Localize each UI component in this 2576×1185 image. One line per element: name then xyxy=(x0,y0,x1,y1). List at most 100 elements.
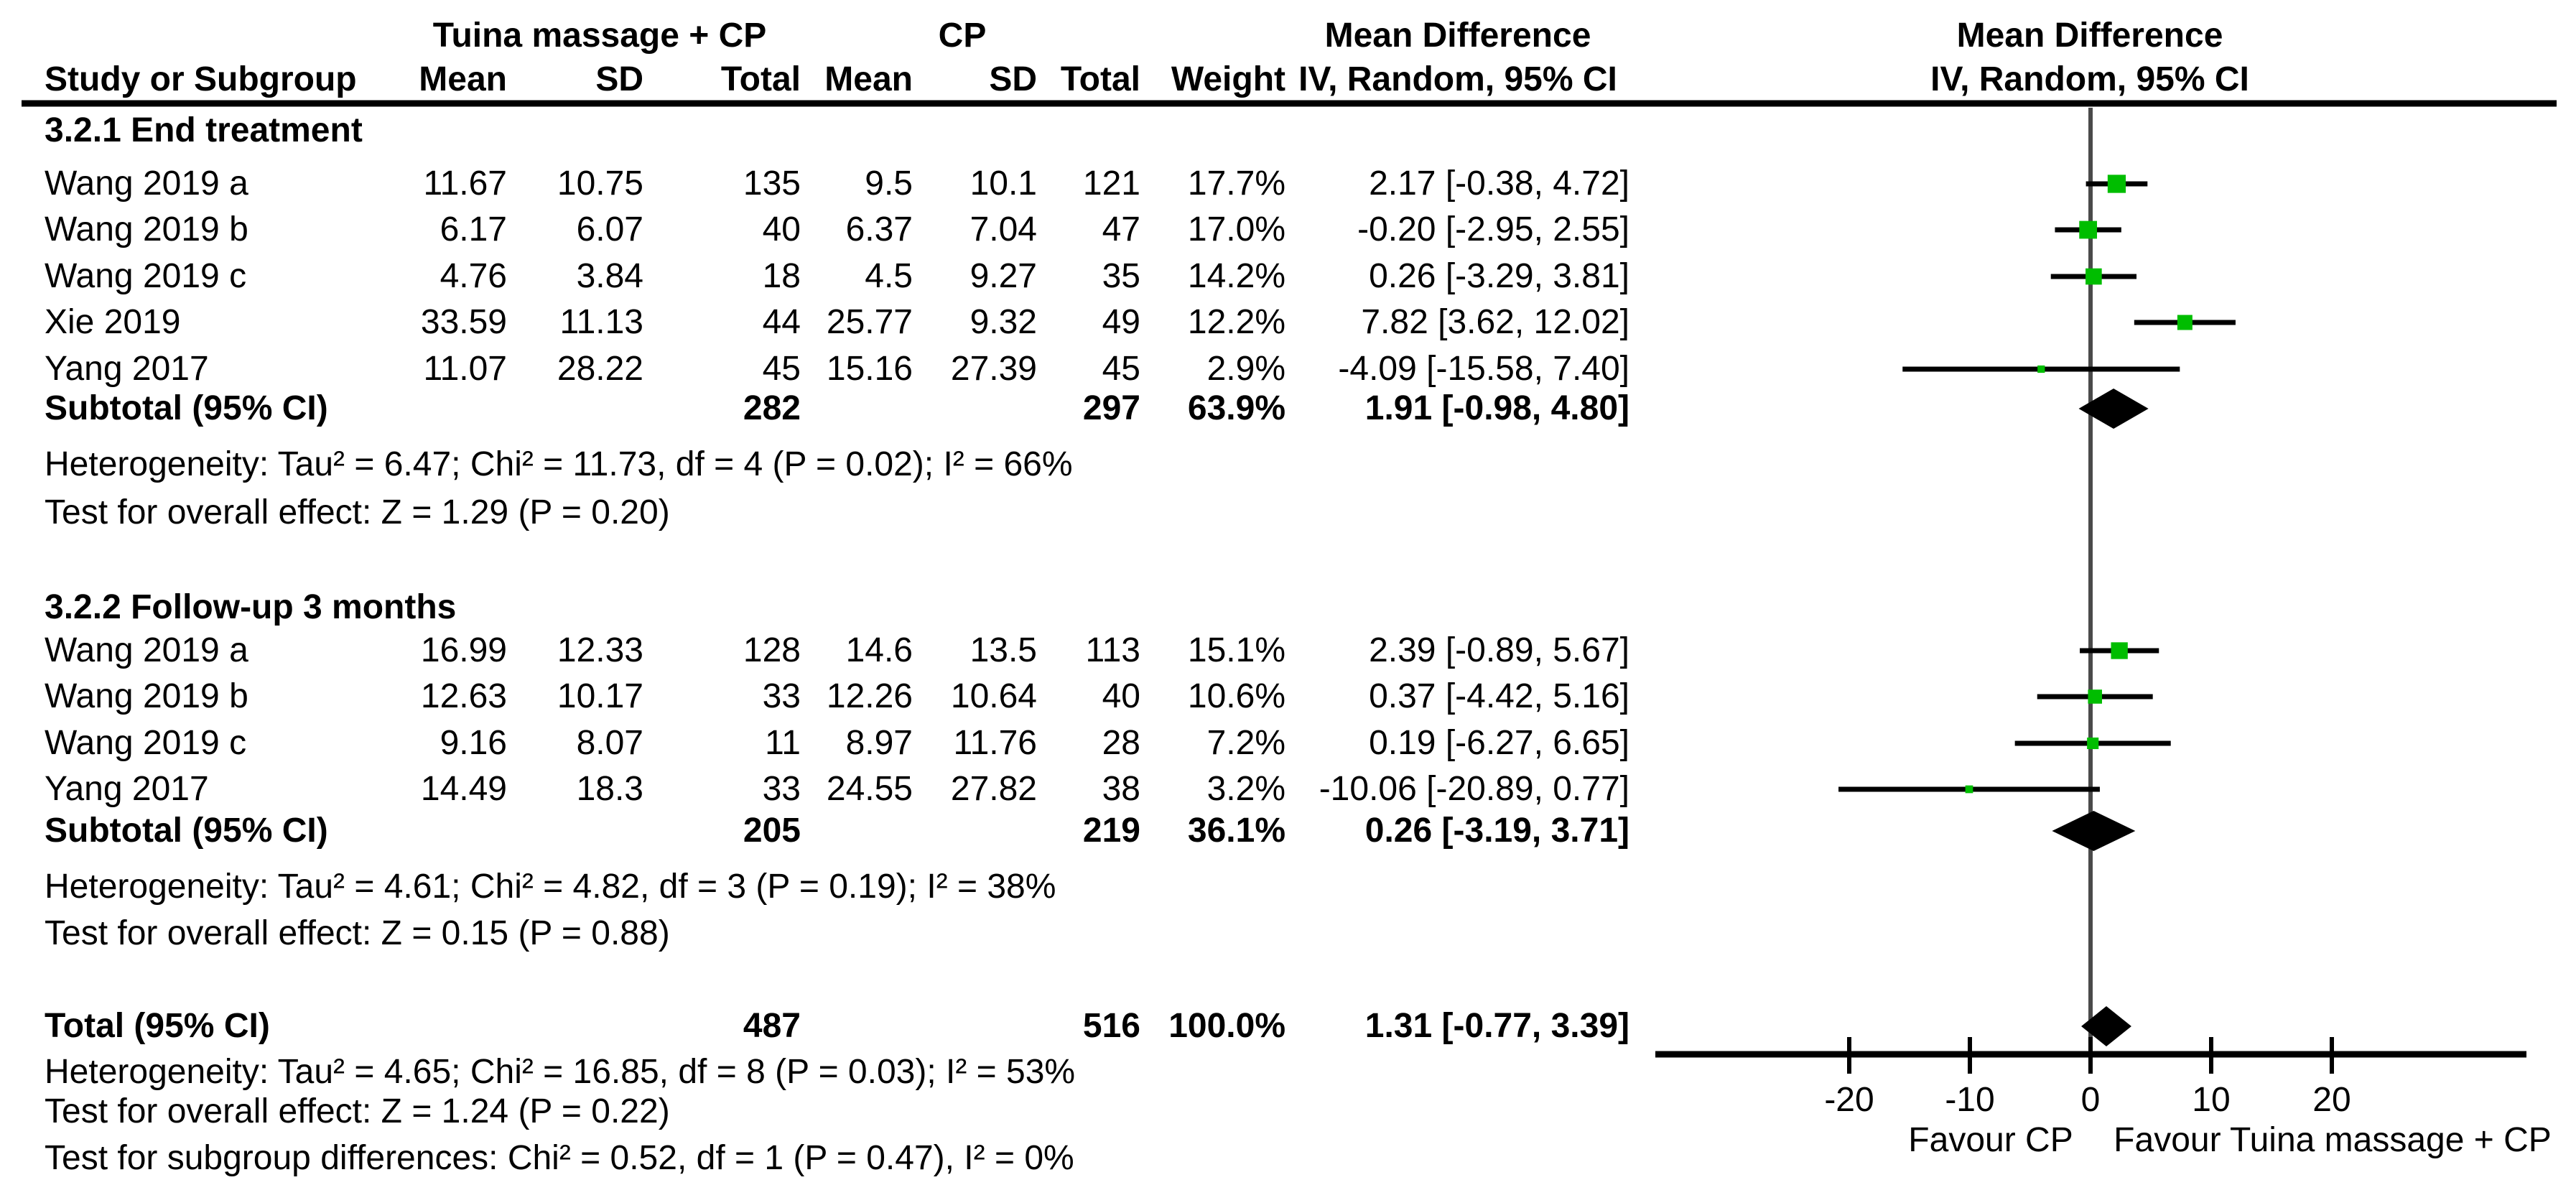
mean2-value: 14.6 xyxy=(845,631,913,669)
subtotal-label: Subtotal (95% CI) xyxy=(45,812,328,850)
total2-value: 28 xyxy=(1102,724,1140,762)
weight-value: 2.9% xyxy=(1206,350,1285,388)
study-name: Wang 2019 b xyxy=(45,210,248,248)
study-name: Wang 2019 c xyxy=(45,257,247,295)
sd1-value: 28.22 xyxy=(557,350,643,388)
study-name: Xie 2019 xyxy=(45,303,181,341)
total2-value: 219 xyxy=(1082,812,1140,850)
mean1-value: 12.63 xyxy=(420,677,507,715)
overall-effect-text: Test for overall effect: Z = 0.15 (P = 0… xyxy=(45,914,670,952)
mean1-value: 11.07 xyxy=(423,350,507,388)
study-marker xyxy=(2079,220,2098,239)
heterogeneity-text: Heterogeneity: Tau² = 4.61; Chi² = 4.82,… xyxy=(45,868,1056,906)
total2-value: 516 xyxy=(1082,1007,1140,1045)
study-name: Wang 2019 a xyxy=(45,631,248,669)
subtotal-diamond xyxy=(2078,389,2149,429)
weight-value: 17.0% xyxy=(1187,210,1285,248)
total2-value: 297 xyxy=(1082,389,1140,427)
ci-text: 2.17 [-0.38, 4.72] xyxy=(1369,164,1629,203)
subgroup-label: 3.2.2 Follow-up 3 months xyxy=(45,588,457,626)
study-column-header: Study or Subgroup xyxy=(45,60,357,98)
md-plot-header: Mean Difference xyxy=(1956,17,2223,55)
total2-value: 38 xyxy=(1102,770,1140,808)
ci-text: 0.26 [-3.19, 3.71] xyxy=(1364,812,1629,850)
md-column-header: Mean Difference xyxy=(1324,17,1591,55)
total2-value: 45 xyxy=(1102,350,1140,388)
md-ci-column-header: IV, Random, 95% CI xyxy=(1298,60,1617,98)
study-name: Yang 2017 xyxy=(45,770,209,808)
heterogeneity-text: Heterogeneity: Tau² = 4.65; Chi² = 16.85… xyxy=(45,1053,1076,1091)
total-label: Total (95% CI) xyxy=(45,1007,270,1045)
study-marker xyxy=(2111,642,2128,659)
weight-value: 12.2% xyxy=(1187,303,1285,341)
mean1-value: 16.99 xyxy=(420,631,507,669)
total2-value: 113 xyxy=(1085,631,1140,669)
mean1-value: 6.17 xyxy=(440,210,507,248)
mean1-column-header: Mean xyxy=(419,60,507,98)
axis-tick-label: 0 xyxy=(2080,1081,2101,1119)
study-marker xyxy=(2088,689,2102,704)
mean2-value: 15.16 xyxy=(826,350,913,388)
group1-header: Tuina massage + CP xyxy=(432,17,767,55)
sd2-column-header: SD xyxy=(989,60,1037,98)
ci-text: 0.26 [-3.29, 3.81] xyxy=(1369,257,1629,295)
total2-value: 49 xyxy=(1102,303,1140,341)
axis-tick-label: 10 xyxy=(2192,1081,2231,1119)
ci-text: -10.06 [-20.89, 0.77] xyxy=(1319,770,1629,808)
sd1-column-header: SD xyxy=(595,60,643,98)
total1-value: 33 xyxy=(762,770,801,808)
mean1-value: 14.49 xyxy=(420,770,507,808)
mean1-value: 9.16 xyxy=(440,724,507,762)
weight-value: 3.2% xyxy=(1206,770,1285,808)
heterogeneity-text: Heterogeneity: Tau² = 6.47; Chi² = 11.73… xyxy=(45,445,1073,483)
sd2-value: 7.04 xyxy=(970,210,1037,248)
study-marker xyxy=(2037,365,2045,373)
study-name: Wang 2019 c xyxy=(45,724,247,762)
overall-effect-text: Test for overall effect: Z = 1.29 (P = 0… xyxy=(45,493,670,531)
ci-text: 7.82 [3.62, 12.02] xyxy=(1361,303,1629,341)
total1-value: 128 xyxy=(743,631,801,669)
subtotal-label: Subtotal (95% CI) xyxy=(45,389,328,427)
ci-text: 0.37 [-4.42, 5.16] xyxy=(1369,677,1629,715)
weight-value: 17.7% xyxy=(1187,164,1285,203)
mean2-value: 24.55 xyxy=(826,770,913,808)
subtotal-diamond xyxy=(2052,811,2136,851)
mean1-value: 11.67 xyxy=(423,164,507,203)
total2-column-header: Total xyxy=(1060,60,1140,98)
sd1-value: 6.07 xyxy=(576,210,643,248)
sd2-value: 9.27 xyxy=(970,257,1037,295)
total1-value: 11 xyxy=(765,724,801,762)
subgroup-label: 3.2.1 End treatment xyxy=(45,111,363,149)
sd2-value: 9.32 xyxy=(970,303,1037,341)
sd1-value: 3.84 xyxy=(576,257,643,295)
axis-tick-label: -20 xyxy=(1824,1081,1874,1119)
weight-value: 15.1% xyxy=(1187,631,1285,669)
study-marker xyxy=(2086,268,2102,285)
mean2-value: 9.5 xyxy=(865,164,913,203)
total-diamond xyxy=(2081,1006,2131,1046)
weight-value: 36.1% xyxy=(1187,812,1285,850)
study-name: Wang 2019 a xyxy=(45,164,248,203)
total1-value: 33 xyxy=(762,677,801,715)
study-marker xyxy=(2107,175,2126,193)
sd2-value: 10.1 xyxy=(970,164,1037,203)
total1-value: 45 xyxy=(762,350,801,388)
weight-value: 10.6% xyxy=(1187,677,1285,715)
ci-text: 0.19 [-6.27, 6.65] xyxy=(1369,724,1629,762)
subgroup-differences-text: Test for subgroup differences: Chi² = 0.… xyxy=(45,1139,1074,1177)
mean2-value: 8.97 xyxy=(845,724,913,762)
md-ci-plot-header: IV, Random, 95% CI xyxy=(1930,60,2249,98)
ci-text: -4.09 [-15.58, 7.40] xyxy=(1338,350,1629,388)
mean2-value: 6.37 xyxy=(845,210,913,248)
sd1-value: 18.3 xyxy=(576,770,643,808)
mean2-column-header: Mean xyxy=(824,60,913,98)
sd2-value: 27.82 xyxy=(950,770,1037,808)
total1-value: 40 xyxy=(762,210,801,248)
total1-column-header: Total xyxy=(720,60,801,98)
sd1-value: 11.13 xyxy=(559,303,643,341)
weight-column-header: Weight xyxy=(1171,60,1285,98)
sd1-value: 10.75 xyxy=(557,164,643,203)
weight-value: 100.0% xyxy=(1168,1007,1285,1045)
